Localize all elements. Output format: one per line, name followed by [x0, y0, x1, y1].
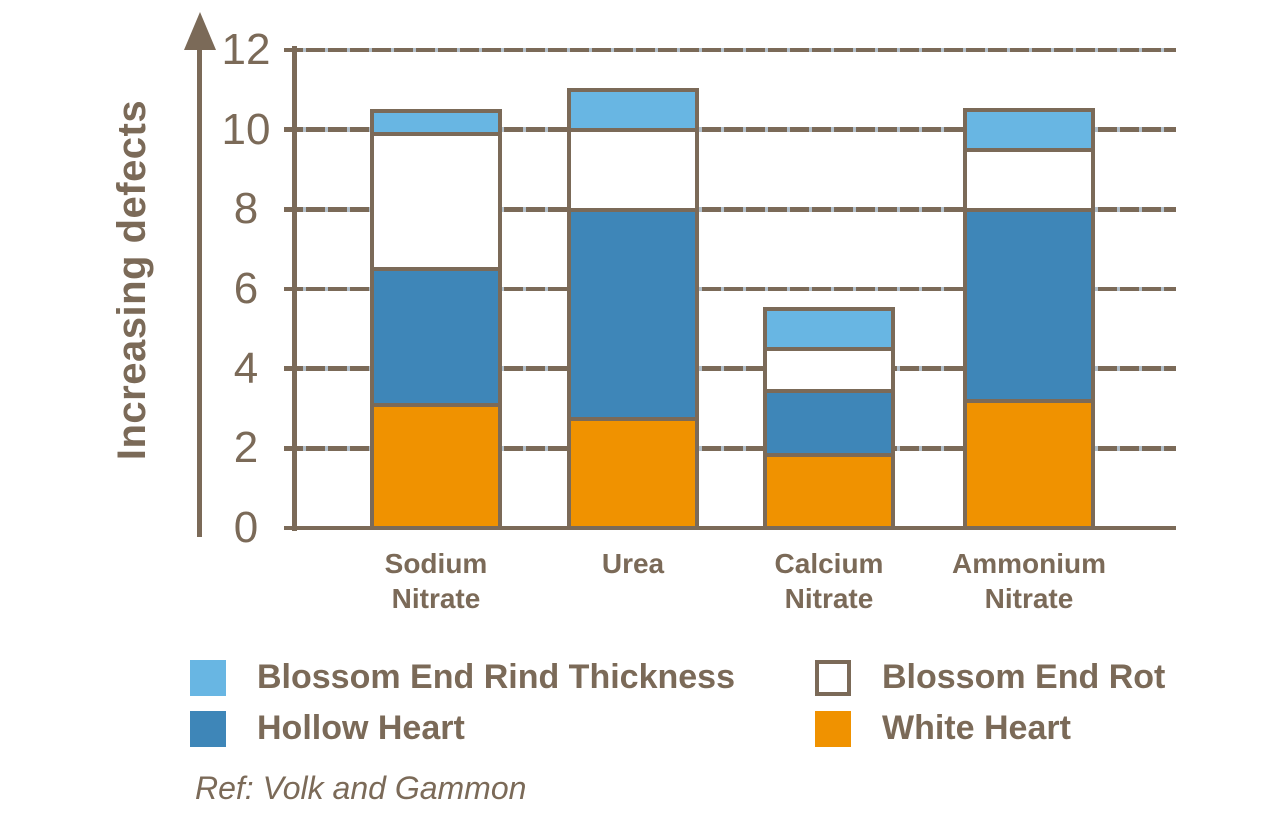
legend-label: Blossom End Rind Thickness — [257, 658, 735, 696]
y-tick-label-2: 2 — [233, 423, 259, 473]
bar-segment-blossom-end-rot — [370, 131, 502, 272]
y-axis-arrow-line — [197, 30, 202, 537]
category-label-urea: Urea — [601, 548, 665, 579]
category-label-calcium-nitrate: Calcium Nitrate — [774, 548, 884, 614]
gridline-2 — [284, 446, 1176, 451]
legend-item-blossom-end-rot: Blossom End Rot — [815, 658, 1165, 697]
gridline-0 — [284, 525, 1176, 531]
category-label-ammonium-nitrate: Ammonium Nitrate — [952, 548, 1106, 614]
legend-label: Blossom End Rot — [882, 658, 1166, 696]
gridline-6 — [284, 286, 1176, 292]
bar-segment-blossom-end-rot — [963, 147, 1095, 212]
bar-segment-blossom-end-rot — [763, 346, 895, 393]
y-axis-arrow-head-icon — [183, 12, 216, 50]
y-tick-label-8: 8 — [233, 184, 259, 234]
bar-segment-blossom-end-rind-thickness — [370, 109, 502, 136]
gridline-4 — [284, 366, 1176, 371]
legend-swatch-icon — [815, 659, 851, 696]
legend-item-blossom-end-rind-thickness: Blossom End Rind Thickness — [190, 658, 735, 697]
bar-segment-white-heart — [763, 452, 895, 531]
y-tick-label-4: 4 — [233, 343, 259, 393]
y-axis-title: Increasing defects — [110, 99, 154, 461]
bar-segment-white-heart — [567, 416, 699, 531]
y-tick-label-6: 6 — [233, 264, 259, 313]
bar-segment-blossom-end-rind-thickness — [567, 87, 699, 132]
bar-segment-hollow-heart — [763, 388, 895, 457]
bar-segment-white-heart — [370, 402, 502, 531]
bar-segment-hollow-heart — [567, 207, 699, 421]
y-tick-label-0: 0 — [233, 503, 259, 552]
gridline-8 — [284, 207, 1176, 212]
bar-segment-hollow-heart — [370, 266, 502, 407]
gridline-12 — [284, 47, 1176, 53]
reference-note: Ref: Volk and Gammon — [195, 770, 527, 806]
legend-item-hollow-heart: Hollow Heart — [190, 709, 465, 748]
bar-segment-hollow-heart — [963, 207, 1095, 403]
legend-swatch-icon — [815, 710, 851, 747]
legend-swatch-icon — [190, 659, 226, 696]
plot-y-axis-line — [292, 46, 297, 531]
y-tick-label-12: 12 — [221, 25, 271, 74]
category-label-sodium-nitrate: Sodium Nitrate — [384, 548, 488, 614]
bar-segment-white-heart — [963, 398, 1095, 531]
y-tick-label-10: 10 — [221, 104, 271, 154]
legend-item-white-heart: White Heart — [815, 709, 1071, 748]
bar-segment-blossom-end-rot — [567, 127, 699, 212]
legend-label: White Heart — [882, 709, 1071, 747]
bar-segment-blossom-end-rind-thickness — [963, 107, 1095, 152]
legend-label: Hollow Heart — [257, 709, 465, 747]
legend-swatch-icon — [190, 710, 226, 747]
bar-segment-blossom-end-rind-thickness — [763, 306, 895, 351]
gridline-10 — [284, 127, 1176, 132]
